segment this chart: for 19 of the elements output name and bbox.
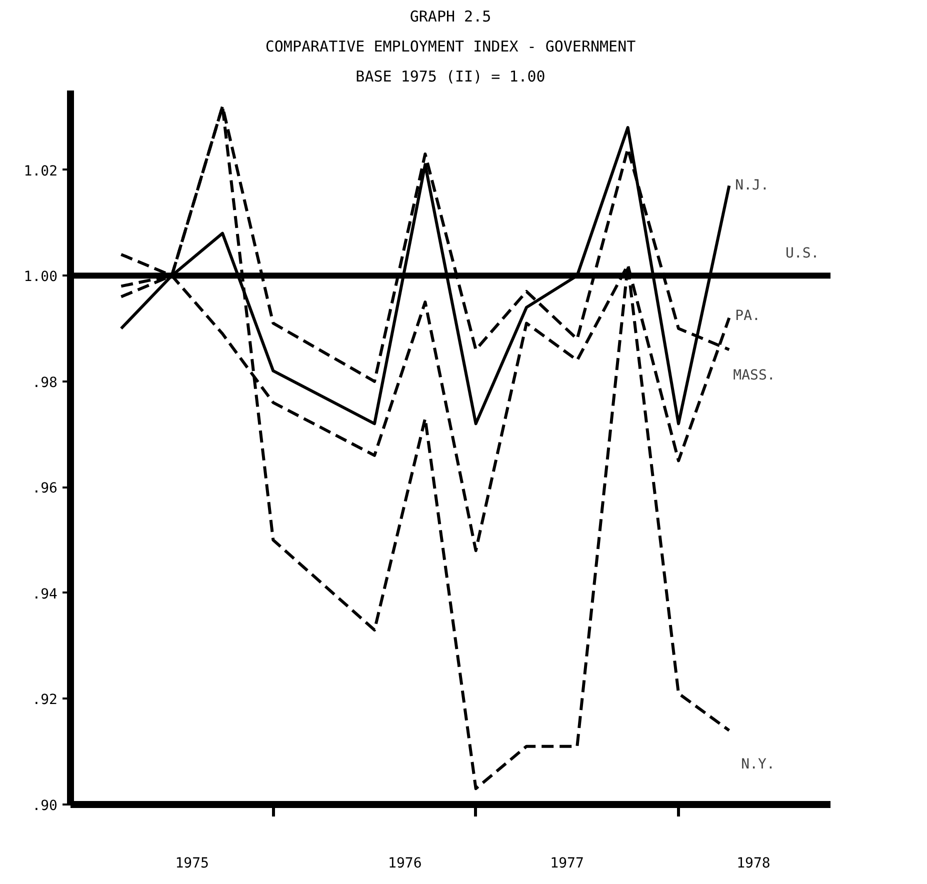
series-label: MASS. [733, 368, 776, 384]
y-tick-label: 1.02 [24, 163, 58, 180]
x-tick-label: 1977 [550, 856, 584, 872]
chart-title: GRAPH 2.5 [410, 8, 492, 26]
x-tick-label: 1978 [736, 856, 770, 872]
y-tick-label: .98 [32, 374, 58, 391]
x-tick-label: 1975 [175, 856, 209, 872]
ref-line-label: U.S. [786, 246, 820, 262]
y-tick-label: .96 [32, 480, 58, 497]
text: BASE 1975 (II) = 1.00 [356, 68, 546, 86]
chart-subtitle: COMPARATIVE EMPLOYMENT INDEX - GOVERNMENT [265, 38, 636, 56]
series-label: PA. [735, 308, 760, 324]
x-tick-label: 1976 [388, 856, 422, 872]
y-tick-label: .90 [32, 798, 58, 814]
y-tick-label: 1.00 [24, 269, 58, 286]
text: N.Y. [741, 756, 775, 772]
y-tick-label: .94 [32, 586, 58, 602]
series-label: N.J. [735, 178, 769, 194]
y-tick-label: .92 [32, 692, 58, 708]
